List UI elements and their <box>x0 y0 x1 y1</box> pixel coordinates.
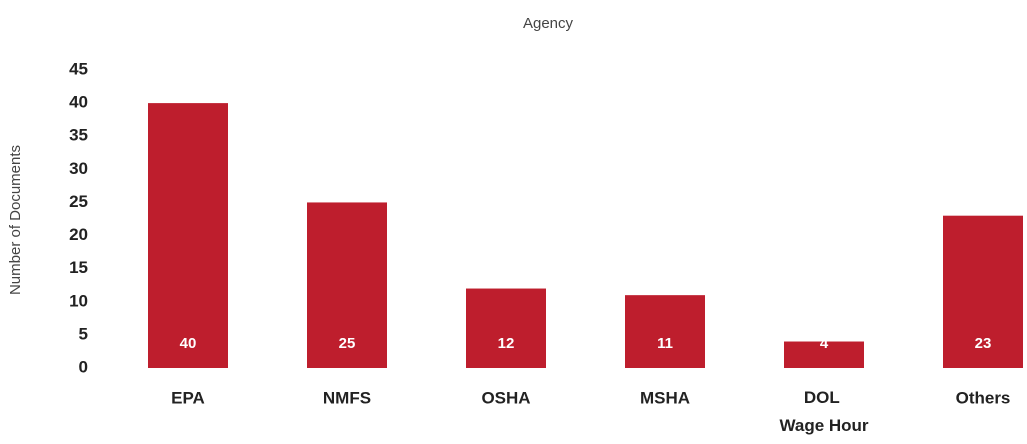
bar <box>466 288 546 368</box>
y-tick-label: 40 <box>69 93 88 112</box>
data-label: 40 <box>180 335 197 352</box>
y-axis-label: Number of Documents <box>7 145 24 295</box>
x-tick-label: EPA <box>171 388 205 407</box>
y-tick-label: 5 <box>79 324 88 343</box>
bar <box>784 341 864 368</box>
bar <box>625 295 705 368</box>
data-label: 4 <box>820 335 829 352</box>
x-tick-label: OSHA <box>481 388 530 407</box>
data-label: 12 <box>498 335 515 352</box>
y-tick-label: 20 <box>69 225 88 244</box>
y-tick-label: 45 <box>69 59 88 78</box>
x-tick-label: MSHA <box>640 388 690 407</box>
y-tick-label: 10 <box>69 291 88 310</box>
y-tick-label: 0 <box>79 357 88 376</box>
x-tick-label: Others <box>956 388 1011 407</box>
x-tick-label: DOL Wage Hour <box>779 388 868 435</box>
x-tick-label: NMFS <box>323 388 371 407</box>
data-label: 11 <box>657 335 673 352</box>
y-tick-label: 35 <box>69 126 88 145</box>
y-tick-label: 15 <box>69 258 88 277</box>
bar <box>307 202 387 368</box>
data-label: 25 <box>339 335 356 352</box>
chart-title: Agency <box>523 15 574 32</box>
y-tick-label: 25 <box>69 192 88 211</box>
bar <box>943 215 1023 368</box>
data-label: 23 <box>975 335 992 352</box>
y-tick-label: 30 <box>69 159 88 178</box>
bar <box>148 103 228 368</box>
